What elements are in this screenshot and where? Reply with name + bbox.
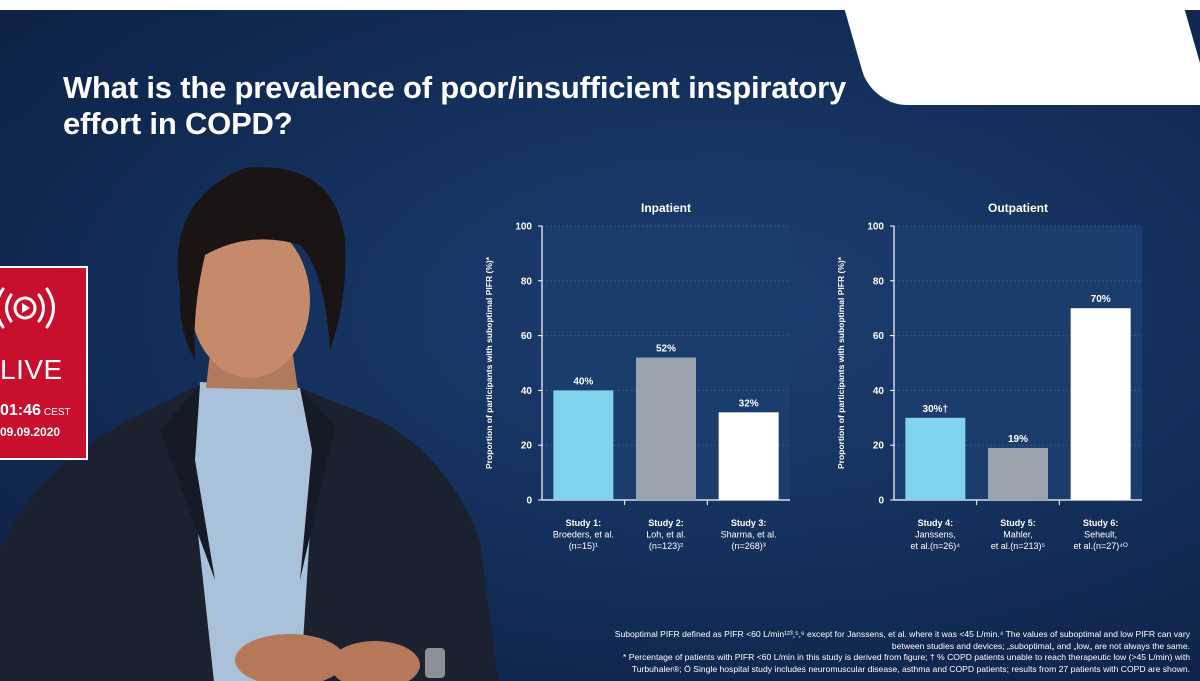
x-category-label: (n=268)³	[732, 541, 766, 551]
y-tick-label: 20	[873, 441, 885, 452]
y-tick-label: 60	[873, 331, 885, 342]
bar	[636, 357, 696, 500]
bar-value-label: 19%	[1008, 434, 1028, 445]
y-tick-label: 40	[521, 386, 533, 397]
x-category-label: Loh, et al.	[646, 530, 686, 540]
chart-title: Outpatient	[988, 201, 1048, 215]
y-tick-label: 60	[521, 331, 533, 342]
y-tick-label: 80	[521, 276, 533, 287]
live-badge: LIVE 01:46 CEST 09.09.2020	[0, 266, 88, 460]
y-axis-label: Proportion of participants with suboptim…	[836, 256, 846, 469]
presenter-video	[0, 167, 499, 681]
live-time-value: 01:46	[0, 402, 41, 419]
x-category-label: Study 5:	[1000, 518, 1036, 528]
bar	[988, 447, 1048, 500]
slide-stage: What is the prevalence of poor/insuffici…	[0, 10, 1200, 681]
live-date: 09.09.2020	[0, 425, 61, 439]
x-category-label: Study 2:	[648, 518, 684, 528]
y-tick-label: 100	[515, 222, 532, 233]
y-tick-label: 80	[873, 276, 885, 287]
outpatient-chart-svg: 0 20 40 60 80 100 Outpatient Proportion of part…	[836, 201, 1142, 551]
y-tick-label: 100	[867, 222, 884, 233]
footnote-line: Suboptimal PIFR deﬁned as PIFR <60 L/min…	[614, 629, 1190, 639]
footnotes: Suboptimal PIFR deﬁned as PIFR <60 L/min…	[498, 629, 1190, 675]
x-category-label: Janssens,	[915, 530, 956, 540]
bar	[553, 390, 614, 500]
slide-title: What is the prevalence of poor/insuffici…	[63, 70, 847, 141]
bar	[1070, 308, 1131, 500]
live-label: LIVE	[0, 354, 63, 385]
x-category-label: Sharma, et al.	[721, 530, 777, 540]
x-category-label: Study 3:	[731, 518, 767, 528]
chart-title: Inpatient	[641, 201, 691, 215]
x-category-label: Mahler,	[1003, 530, 1033, 540]
bar-value-label: 30%†	[923, 404, 949, 415]
x-category-label: et al.(n=213)⁵	[991, 541, 1046, 551]
x-category-label: (n=123)²	[649, 541, 683, 551]
live-broadcast-icon	[0, 287, 55, 329]
x-category-label: Study 4:	[918, 518, 954, 528]
x-category-label: et al.(n=27)⁴ᴼ	[1074, 541, 1129, 551]
y-axis-label: Proportion of participants with suboptim…	[484, 256, 494, 469]
y-tick-label: 0	[526, 496, 532, 507]
inpatient-chart-svg: 0 20 40 60 80 100 Inpatient Proportion of parti…	[484, 201, 790, 551]
y-tick-label: 0	[878, 496, 884, 507]
x-category-label: (n=15)¹	[569, 541, 598, 551]
bar	[905, 417, 966, 500]
x-category-label: Study 1:	[566, 518, 602, 528]
y-tick-label: 40	[873, 386, 885, 397]
x-category-label: Study 6:	[1083, 518, 1119, 528]
bar-value-label: 52%	[656, 344, 676, 355]
y-tick-label: 20	[521, 441, 533, 452]
live-timezone: CEST	[43, 407, 71, 418]
x-category-label: Seheult,	[1084, 530, 1117, 540]
bar	[718, 412, 779, 500]
x-category-label: Broeders, et al.	[553, 530, 614, 540]
live-time: 01:46 CEST	[0, 402, 71, 420]
inpatient-chart: 0 20 40 60 80 100 Inpatient Proportion of parti…	[480, 180, 820, 560]
x-category-label: et al.(n=26)⁴	[911, 541, 961, 551]
bar-value-label: 40%	[573, 376, 593, 387]
bar-value-label: 32%	[739, 398, 759, 409]
outpatient-chart: 0 20 40 60 80 100 Outpatient Proportion of part…	[832, 180, 1172, 560]
footnote-line: Turbuhaler®; Ö Single hospital study inc…	[631, 663, 1190, 674]
footnote-line: between studies and devices; „suboptimal…	[891, 640, 1190, 651]
bar-value-label: 70%	[1091, 294, 1111, 305]
footnote-line: * Percentage of patients with PIFR <60 L…	[623, 652, 1190, 662]
